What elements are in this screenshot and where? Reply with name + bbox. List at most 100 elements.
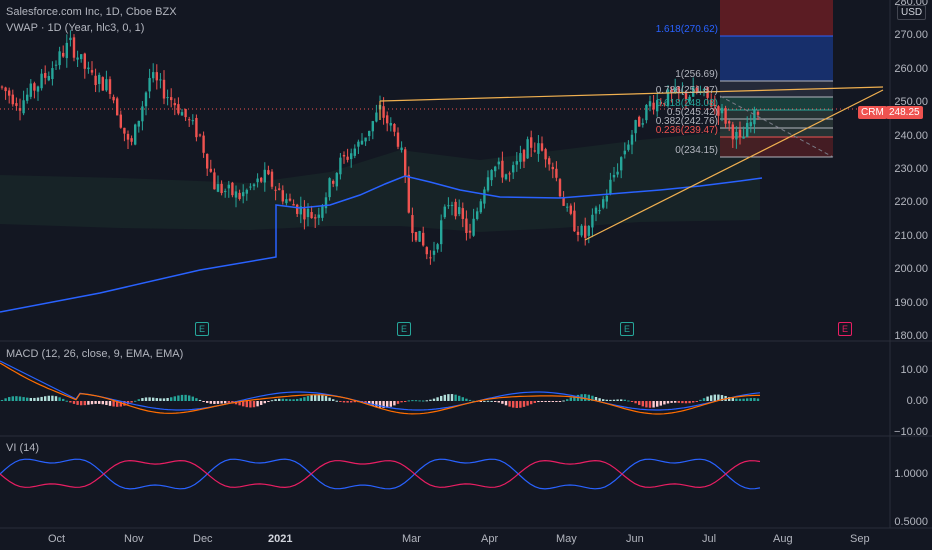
candle-body: [321, 205, 324, 218]
macd-histogram-bar: [710, 395, 713, 401]
macd-histogram-bar: [281, 398, 284, 401]
earnings-marker[interactable]: E: [397, 322, 411, 336]
macd-histogram-bar: [501, 401, 504, 404]
macd-histogram-bar: [310, 394, 313, 401]
candle-body: [472, 218, 475, 236]
candle-body: [296, 204, 299, 214]
candle-body: [314, 217, 317, 219]
macd-histogram-bar: [18, 396, 22, 401]
vi-axis-tick: 0.5000: [894, 516, 928, 528]
macd-histogram-bar: [152, 397, 155, 401]
macd-histogram-bar: [638, 401, 641, 405]
time-axis-tick: Jun: [626, 533, 644, 545]
candle-body: [22, 100, 25, 114]
macd-histogram-bar: [80, 401, 83, 406]
macd-histogram-bar: [663, 401, 666, 405]
earnings-marker[interactable]: E: [620, 322, 634, 336]
candle-body: [342, 155, 346, 157]
candle-body: [389, 122, 392, 126]
candle-body: [191, 120, 194, 122]
macd-histogram-bar: [350, 401, 353, 403]
macd-histogram-bar: [548, 401, 551, 402]
macd-histogram-bar: [440, 395, 443, 401]
macd-histogram-bar: [411, 400, 414, 402]
candle-body: [418, 231, 421, 242]
fib-zone: [720, 97, 833, 110]
candle-body: [486, 177, 490, 191]
time-axis-tick: May: [556, 533, 577, 545]
candle-body: [90, 70, 94, 73]
macd-histogram-bar: [288, 399, 292, 401]
price-axis-tick: 270.00: [894, 29, 928, 42]
earnings-marker[interactable]: E: [195, 322, 209, 336]
macd-histogram-bar: [623, 399, 626, 401]
candle-body: [555, 168, 558, 178]
macd-histogram-bar: [191, 396, 194, 401]
symbol-title[interactable]: Salesforce.com Inc, 1D, Cboe BZX: [6, 6, 177, 18]
candle-body: [465, 218, 468, 234]
fib-level-label: 0.618(248.08): [655, 98, 718, 109]
candle-body: [198, 134, 202, 136]
macd-histogram-bar: [443, 394, 446, 401]
macd-histogram-bar: [285, 398, 288, 401]
candle-body: [558, 179, 562, 197]
candle-body: [393, 124, 396, 132]
macd-histogram-bar: [339, 401, 342, 402]
candle-body: [4, 87, 7, 92]
vi-indicator-label[interactable]: VI (14): [6, 442, 40, 454]
macd-line: [0, 360, 761, 411]
candle-body: [666, 89, 670, 106]
candle-body: [594, 207, 598, 214]
candle-body: [720, 107, 724, 114]
macd-histogram-bar: [706, 396, 709, 401]
candle-body: [738, 129, 742, 137]
candle-body: [65, 42, 68, 59]
candle-body: [310, 212, 313, 219]
candle-body: [443, 206, 446, 218]
candle-body: [224, 190, 227, 192]
macd-histogram-bar: [652, 401, 655, 408]
candle-body: [479, 201, 482, 213]
macd-histogram-bar: [508, 401, 511, 407]
candle-body: [695, 87, 698, 93]
macd-histogram-bar: [213, 401, 216, 404]
candle-body: [166, 97, 169, 99]
support-trendline: [584, 89, 884, 241]
macd-histogram-bar: [749, 398, 752, 401]
candle-body: [180, 112, 184, 116]
macd-histogram-bar: [432, 398, 436, 401]
macd-histogram-bar: [688, 401, 691, 404]
macd-indicator-label[interactable]: MACD (12, 26, close, 9, EMA, EMA): [6, 348, 184, 360]
macd-histogram-bar: [540, 401, 544, 402]
candle-body: [461, 208, 464, 219]
candle-body: [101, 77, 104, 91]
candle-body: [0, 86, 4, 88]
macd-histogram-bar: [296, 398, 299, 401]
fib-level-label: 0.382(242.76): [655, 116, 718, 127]
macd-histogram-bar: [515, 401, 518, 408]
macd-histogram-bar: [15, 396, 18, 401]
macd-histogram-bar: [746, 398, 749, 401]
macd-histogram-bar: [144, 397, 148, 401]
candle-body: [87, 67, 90, 70]
macd-histogram-bar: [447, 394, 450, 401]
macd-histogram-bar: [393, 401, 396, 406]
macd-histogram-bar: [472, 400, 475, 402]
candle-body: [364, 137, 367, 142]
macd-histogram-bar: [425, 400, 428, 402]
macd-histogram-bar: [666, 401, 670, 404]
candle-body: [148, 77, 151, 92]
vwap-indicator-label[interactable]: VWAP · 1D (Year, hlc3, 0, 1): [6, 22, 145, 34]
candle-body: [170, 97, 173, 101]
macd-histogram-bar: [123, 401, 126, 406]
currency-badge[interactable]: USD: [897, 5, 927, 20]
macd-histogram-bar: [274, 399, 277, 401]
candle-body: [504, 174, 508, 180]
macd-histogram-bar: [533, 401, 536, 403]
macd-histogram-bar: [386, 401, 389, 408]
earnings-marker-upcoming[interactable]: E: [838, 322, 852, 336]
candle-body: [411, 215, 414, 234]
candle-body: [324, 197, 328, 209]
